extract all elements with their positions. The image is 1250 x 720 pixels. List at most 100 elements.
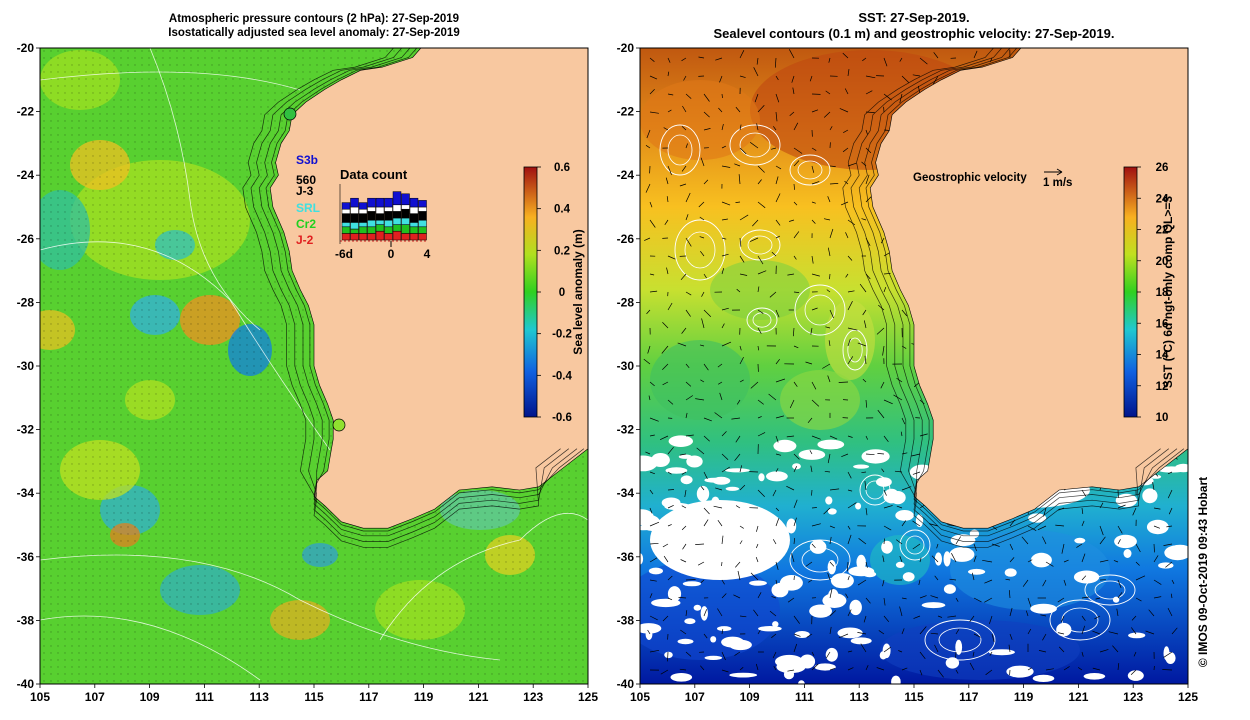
- y-tick-label: -38: [17, 613, 35, 627]
- y-tick-label: -36: [17, 550, 35, 564]
- left-axes: 105 107 109 111 113 115 117 119 121 123 125 -20 -22 -…: [17, 41, 599, 704]
- inset-bars: [341, 191, 427, 241]
- sst-colorbar-label: SST (°C) 6d ngt-only comp QL>=3: [1161, 196, 1175, 388]
- colorbar-tick-label: 18: [1156, 287, 1169, 299]
- velocity-key: Geostrophic velocity 1 m/s: [913, 168, 1072, 189]
- colorbar-tick-label: 0: [559, 287, 565, 299]
- inset-legend-item: SRL: [296, 201, 320, 215]
- inset-title: Data count: [340, 167, 408, 182]
- x-tick-label: 121: [1068, 690, 1088, 704]
- y-tick-label: -22: [617, 105, 635, 119]
- colorbar-tick-label: 0.6: [554, 162, 570, 174]
- colorbar-tick-label: 12: [1156, 381, 1169, 393]
- sea-level-contours: [659, 124, 1136, 661]
- x-tick-label: 115: [304, 690, 324, 704]
- inset-xtick-zero: 0: [388, 247, 395, 261]
- x-tick-label: 123: [1123, 690, 1143, 704]
- sla-colorbar: 0.6 0.4 0.2 0 -0.2 -0.4 -0.6 Sea level anomaly…: [523, 162, 585, 424]
- y-tick-label: -38: [617, 613, 635, 627]
- left-map-title: Atmospheric pressure contours (2 hPa): 2…: [40, 12, 588, 40]
- x-tick-label: 119: [414, 690, 434, 704]
- colorbar-tick-label: -0.6: [552, 412, 572, 424]
- x-tick-label: 113: [850, 690, 870, 704]
- y-tick-label: -36: [617, 550, 635, 564]
- y-tick-label: -20: [17, 41, 35, 55]
- land-mass: [869, 48, 1188, 529]
- colorbar-tick-label: 24: [1156, 193, 1169, 205]
- x-tick-label: 113: [250, 690, 270, 704]
- sst-map-panel: [640, 48, 1188, 684]
- y-tick-label: -32: [17, 423, 35, 437]
- y-tick-label: -24: [617, 168, 635, 182]
- right-map-title: SST: 27-Sep-2019. Sealevel contours (0.1…: [640, 10, 1188, 42]
- right-axes: 105 107 109 111 113 115 117 119 121 123 125 -20 -22 -…: [617, 41, 1199, 704]
- inset-xtick-start: -6d: [335, 247, 353, 261]
- x-tick-label: 107: [85, 690, 105, 704]
- y-tick-label: -34: [17, 486, 35, 500]
- y-tick-label: -28: [617, 295, 635, 309]
- colorbar-tick-label: 0.4: [554, 204, 571, 216]
- colorbar-tick-label: -0.2: [552, 329, 572, 341]
- x-tick-label: 117: [959, 690, 979, 704]
- y-tick-label: -22: [17, 105, 35, 119]
- sla-map-panel: [40, 48, 588, 684]
- x-tick-label: 109: [140, 690, 160, 704]
- colorbar-tick-label: 16: [1156, 318, 1169, 330]
- inset-legend-item: Cr2: [296, 217, 316, 231]
- y-tick-label: -32: [617, 423, 635, 437]
- x-tick-label: 105: [630, 690, 650, 704]
- shelf-contours: [842, 48, 1185, 548]
- velocity-key-scale: 1 m/s: [1043, 177, 1072, 189]
- x-tick-label: 111: [795, 690, 814, 704]
- inset-legend-item: J-2: [296, 233, 314, 247]
- y-tick-label: -30: [17, 359, 35, 373]
- colorbar-tick-label: 14: [1156, 350, 1169, 362]
- tide-gauge-marker: [283, 107, 297, 121]
- y-tick-label: -20: [617, 41, 635, 55]
- x-tick-label: 121: [468, 690, 488, 704]
- credit-text: © IMOS 09-Oct-2019 09:43 Hobart: [1196, 477, 1210, 667]
- y-tick-label: -28: [17, 295, 35, 309]
- tide-gauge-marker: [332, 418, 346, 432]
- inset-legend-item: 560: [296, 173, 316, 187]
- colorbar-tick-label: -0.4: [552, 370, 572, 382]
- colorbar-tick-label: 22: [1156, 225, 1169, 237]
- x-tick-label: 109: [740, 690, 760, 704]
- shelf-contours: [242, 48, 585, 548]
- y-tick-label: -40: [17, 677, 35, 691]
- x-tick-label: 117: [359, 690, 379, 704]
- x-tick-label: 125: [578, 690, 598, 704]
- y-tick-label: -30: [617, 359, 635, 373]
- velocity-key-label: Geostrophic velocity: [913, 172, 1027, 184]
- y-tick-label: -34: [617, 486, 635, 500]
- inset-legend-item: J-3: [296, 184, 314, 198]
- sla-colorbar-label: Sea level anomaly (m): [571, 229, 585, 354]
- x-tick-label: 123: [523, 690, 543, 704]
- sst-colorbar: 26 24 22 20 18 16 14 12 10 SST (°C) 6d ngt-only …: [1123, 162, 1175, 424]
- x-tick-label: 119: [1014, 690, 1034, 704]
- y-tick-label: -26: [17, 232, 35, 246]
- pressure-contours: [40, 48, 588, 681]
- colorbar-tick-label: 10: [1156, 412, 1169, 424]
- x-tick-label: 105: [30, 690, 50, 704]
- inset-xtick-end: 4: [424, 247, 431, 261]
- x-tick-label: 107: [685, 690, 705, 704]
- y-tick-label: -24: [17, 168, 35, 182]
- colorbar-tick-label: 26: [1156, 162, 1169, 174]
- x-tick-label: 111: [195, 690, 214, 704]
- x-tick-label: 125: [1178, 690, 1198, 704]
- left-title-line-1: Atmospheric pressure contours (2 hPa): 2…: [168, 13, 460, 25]
- arrow-right-icon: [1056, 168, 1063, 176]
- colorbar-tick-label: 20: [1156, 256, 1169, 268]
- x-tick-label: 115: [904, 690, 924, 704]
- y-tick-label: -26: [617, 232, 635, 246]
- colorbar-tick-label: 0.2: [554, 245, 570, 257]
- inset-legend-item: S3b: [296, 153, 318, 167]
- right-title-line-2: Sealevel contours (0.1 m) and geostrophi…: [713, 26, 1115, 41]
- y-tick-label: -40: [617, 677, 635, 691]
- left-title-line-2: Isostatically adjusted sea level anomaly…: [168, 27, 460, 39]
